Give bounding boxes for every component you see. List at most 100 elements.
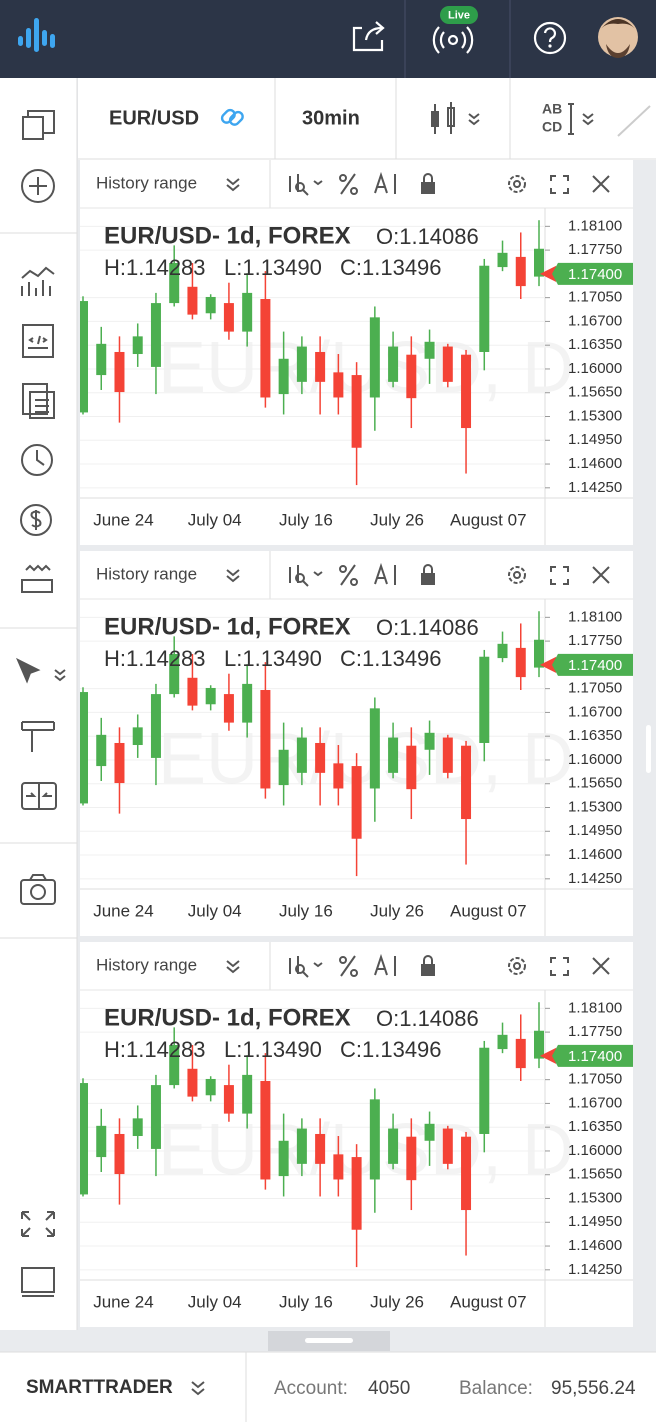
text-icon[interactable] bbox=[374, 562, 396, 585]
candle-body bbox=[479, 265, 490, 352]
settings-icon[interactable] bbox=[508, 566, 526, 584]
ohlc-close: C:1.13496 bbox=[340, 1037, 442, 1062]
candle-body bbox=[114, 351, 125, 393]
percent-icon[interactable] bbox=[340, 564, 356, 586]
symbol[interactable]: EUR/USD bbox=[109, 107, 199, 129]
candle-body bbox=[315, 742, 326, 773]
y-tick-label: 1.17750 bbox=[568, 241, 622, 258]
ohlc-high: H:1.14283 bbox=[104, 1037, 206, 1062]
candle-body bbox=[351, 766, 362, 839]
last-price-arrow bbox=[540, 656, 556, 673]
live-badge bbox=[440, 6, 478, 24]
sidebar bbox=[0, 78, 77, 1330]
candle-body bbox=[515, 256, 526, 287]
fullscreen-icon[interactable] bbox=[550, 566, 569, 585]
indicator-lens bbox=[295, 964, 305, 974]
line-tool-icon[interactable] bbox=[617, 105, 651, 137]
settings-hub bbox=[513, 962, 521, 970]
platform-chevron[interactable] bbox=[191, 1381, 205, 1396]
main-toolbar bbox=[78, 78, 656, 160]
percent-dot bbox=[339, 565, 347, 573]
last-price-label: 1.17400 bbox=[568, 1048, 622, 1065]
y-tick-label: 1.14950 bbox=[568, 1213, 622, 1230]
history-range[interactable]: History range bbox=[96, 173, 197, 192]
candle-body bbox=[278, 749, 289, 786]
logo bbox=[18, 18, 55, 52]
candle-body bbox=[388, 737, 399, 773]
candle-body bbox=[242, 1074, 253, 1114]
history-range[interactable]: History range bbox=[96, 955, 197, 974]
candle-body bbox=[515, 647, 526, 678]
text-icon[interactable] bbox=[374, 953, 396, 976]
percent-icon[interactable] bbox=[340, 173, 356, 195]
candle-body bbox=[114, 1133, 125, 1175]
text-tool-top[interactable]: AB bbox=[542, 101, 562, 117]
lock-shackle bbox=[423, 564, 433, 573]
candle-body bbox=[534, 1030, 544, 1059]
lock-icon[interactable] bbox=[421, 573, 435, 585]
candle-body bbox=[205, 1078, 216, 1096]
candle-body bbox=[296, 1128, 307, 1164]
balance-label: Balance: bbox=[459, 1378, 533, 1399]
scroll-track bbox=[633, 160, 656, 1330]
close-icon[interactable] bbox=[592, 175, 610, 193]
indicator-lens bbox=[295, 182, 305, 192]
text-icon[interactable] bbox=[374, 171, 396, 194]
x-tick-label: July 04 bbox=[188, 1292, 242, 1311]
lock-icon[interactable] bbox=[421, 964, 435, 976]
candle-body bbox=[424, 1123, 435, 1141]
candle-body bbox=[424, 732, 435, 750]
percent-icon[interactable] bbox=[340, 955, 356, 977]
ohlc-high: H:1.14283 bbox=[104, 646, 206, 671]
candle-body bbox=[333, 372, 344, 398]
y-tick-label: 1.14250 bbox=[568, 870, 622, 887]
settings-icon[interactable] bbox=[508, 957, 526, 975]
share-button[interactable] bbox=[352, 21, 385, 52]
panels: History range EUR/USD, D 1.18100 1.17750 1.1… bbox=[80, 160, 633, 1327]
x-tick-label: July 04 bbox=[188, 901, 242, 920]
balance-value: 95,556.24 bbox=[551, 1378, 636, 1399]
last-price-arrow bbox=[540, 1047, 556, 1064]
candle-body bbox=[351, 375, 362, 448]
ohlc-high: H:1.14283 bbox=[104, 255, 206, 280]
history-chevron[interactable] bbox=[226, 960, 240, 974]
fullscreen-icon[interactable] bbox=[550, 957, 569, 976]
candle-body bbox=[80, 692, 88, 804]
percent-dot bbox=[350, 578, 358, 586]
lock-icon[interactable] bbox=[421, 182, 435, 194]
candle-body bbox=[205, 687, 216, 705]
fullscreen-icon[interactable] bbox=[550, 175, 569, 194]
live-button[interactable]: Live bbox=[432, 6, 478, 54]
avatar[interactable] bbox=[598, 17, 638, 58]
y-tick-label: 1.14250 bbox=[568, 1261, 622, 1278]
candle-body bbox=[315, 1133, 326, 1164]
ohlc-open: O:1.14086 bbox=[376, 615, 479, 640]
close-icon[interactable] bbox=[592, 566, 610, 584]
y-tick-label: 1.14950 bbox=[568, 431, 622, 448]
y-tick-label: 1.14250 bbox=[568, 479, 622, 496]
platform-name[interactable]: SMARTTRADER bbox=[26, 1377, 173, 1398]
lock-shackle bbox=[423, 173, 433, 182]
y-tick-label: 1.16000 bbox=[568, 1142, 622, 1159]
candle-body bbox=[242, 683, 253, 723]
history-range[interactable]: History range bbox=[96, 564, 197, 583]
close-icon[interactable] bbox=[592, 957, 610, 975]
interval[interactable]: 30min bbox=[302, 107, 360, 129]
y-tick-label: 1.16350 bbox=[568, 727, 622, 744]
x-tick-label: July 04 bbox=[188, 510, 242, 529]
chart-type-button[interactable] bbox=[431, 102, 480, 134]
candle-body bbox=[96, 1125, 107, 1158]
link-icon[interactable] bbox=[220, 108, 244, 126]
sidebar-icons[interactable] bbox=[16, 110, 66, 1297]
candle-body bbox=[223, 303, 234, 332]
candle-body bbox=[388, 346, 399, 382]
history-chevron[interactable] bbox=[226, 178, 240, 192]
help-button[interactable] bbox=[533, 21, 567, 55]
settings-icon[interactable] bbox=[508, 175, 526, 193]
candle-body bbox=[442, 1128, 453, 1164]
text-tool-bottom[interactable]: CD bbox=[542, 119, 562, 135]
history-chevron[interactable] bbox=[226, 569, 240, 583]
chart-title: EUR/USD- 1d, FOREX bbox=[104, 613, 351, 640]
scroll-thumb[interactable] bbox=[646, 725, 651, 773]
